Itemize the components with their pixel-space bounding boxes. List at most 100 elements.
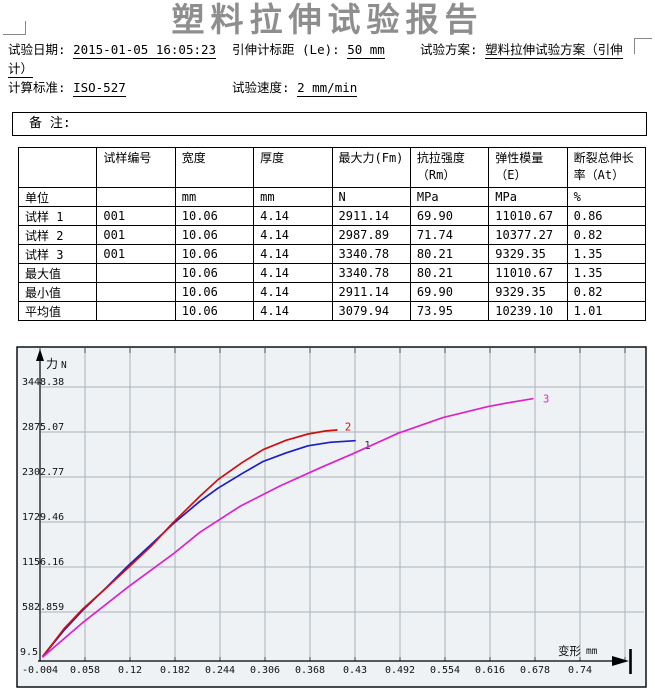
table-cell: 10.06 xyxy=(174,244,255,264)
table-cell: 3340.78 xyxy=(331,244,411,264)
table-header-cell: 最大力(Fm) xyxy=(331,147,411,188)
table-cell: MPa xyxy=(409,187,490,207)
table-cell: mm xyxy=(253,187,333,207)
field-value: 塑料拉伸试验方案（引伸 xyxy=(485,42,623,59)
table-cell: 001 xyxy=(96,206,176,226)
table-cell xyxy=(96,263,176,283)
crop-mark-right xyxy=(634,38,652,39)
x-axis-title: 变形 xyxy=(558,644,581,658)
curve-label-3: 3 xyxy=(543,394,549,406)
remark-label: 备 注: xyxy=(29,116,71,131)
table-cell: 10.06 xyxy=(174,301,255,321)
remark-box: 备 注: xyxy=(12,112,647,136)
table-row: 单位 mm mm N MPa MPa% xyxy=(17,187,647,207)
table-row: 试样 1 001 10.06 4.14 2911.14 69.90 11010.67 0.86 xyxy=(17,206,647,226)
table-row: 最大值 10.06 4.14 3340.78 80.21 11010.67 1.35 xyxy=(17,263,647,283)
table-cell: 试样 3 xyxy=(17,244,98,264)
table-header-cell: 断裂总伸长 率（At） xyxy=(566,147,647,188)
crop-mark-right xyxy=(634,38,635,54)
curve-label-2: 2 xyxy=(345,421,351,433)
y-tick-label: 2875.07 xyxy=(22,422,64,433)
field-gauge-length: 引伸计标距 (Le): 50 mm xyxy=(232,39,385,59)
y-tick-label: 2302.77 xyxy=(22,467,64,478)
y-axis-unit: N xyxy=(61,360,67,371)
field-standard: 计算标准: ISO-527 xyxy=(8,77,126,97)
table-cell: 最大值 xyxy=(17,263,98,283)
table-header-cell xyxy=(17,147,98,188)
x-tick-label: 0.182 xyxy=(160,665,190,676)
field-value: 计） xyxy=(8,61,34,78)
table-header-row: 试样编号 宽度 厚度 最大力(Fm) 抗拉强度 （Rm） 弹性模量 （E） 断裂总伸长 率（… xyxy=(17,147,647,188)
table-cell: % xyxy=(566,187,647,207)
x-axis-arrow-icon xyxy=(612,656,629,666)
table-cell: 10239.10 xyxy=(488,301,568,321)
table-cell: 0.82 xyxy=(566,282,647,302)
results-table: 试样编号 宽度 厚度 最大力(Fm) 抗拉强度 （Rm） 弹性模量 （E） 断裂总伸长 率（… xyxy=(17,147,647,321)
table-cell: 10.06 xyxy=(174,282,255,302)
table-row: 试样 2 001 10.06 4.14 2987.89 71.74 10377.27 0.82 xyxy=(17,225,647,245)
field-test-date: 试验日期: 2015-01-05 16:05:23 xyxy=(8,39,217,59)
table-cell: 2911.14 xyxy=(331,282,411,302)
x-tick-label: 0.43 xyxy=(343,665,367,676)
x-axis-unit: mm xyxy=(586,646,598,657)
table-cell: 4.14 xyxy=(253,282,333,302)
table-cell: 9329.35 xyxy=(488,282,568,302)
table-row: 最小值 10.06 4.14 2911.14 69.90 9329.35 0.82 xyxy=(17,282,647,302)
table-cell xyxy=(96,282,176,302)
table-cell: 10.06 xyxy=(174,206,255,226)
table-header-cell: 宽度 xyxy=(174,147,255,188)
table-cell: 1.35 xyxy=(566,244,647,264)
x-tick-label: 0.678 xyxy=(520,665,550,676)
y-axis-arrow-icon xyxy=(36,349,44,361)
table-header-cell: 抗拉强度 （Rm） xyxy=(409,147,490,188)
field-label: 计算标准: xyxy=(8,80,74,95)
field-label: 试验方案: xyxy=(420,42,486,57)
table-cell: 10.06 xyxy=(174,225,255,245)
x-tick-label: 0.554 xyxy=(430,665,460,676)
table-cell: 001 xyxy=(96,244,176,264)
table-cell: 1.01 xyxy=(566,301,647,321)
x-tick-label: 0.616 xyxy=(475,665,505,676)
x-tick-label: 0.74 xyxy=(568,665,592,676)
table-cell: 69.90 xyxy=(409,206,490,226)
table-cell: 3079.94 xyxy=(331,301,411,321)
field-value: ISO-527 xyxy=(73,80,126,97)
field-test-scheme: 试验方案: 塑料拉伸试验方案（引伸 xyxy=(420,39,623,59)
table-cell: 80.21 xyxy=(409,263,490,283)
crop-mark-left xyxy=(3,34,25,35)
table-cell: 2987.89 xyxy=(331,225,411,245)
table-cell: 69.90 xyxy=(409,282,490,302)
table-cell: 71.74 xyxy=(409,225,490,245)
table-cell xyxy=(96,301,176,321)
y-tick-label: 3448.38 xyxy=(22,377,64,388)
table-cell: 4.14 xyxy=(253,225,333,245)
table-cell: 80.21 xyxy=(409,244,490,264)
x-tick-label: 0.058 xyxy=(70,665,100,676)
table-cell: 最小值 xyxy=(17,282,98,302)
table-cell: 11010.67 xyxy=(488,206,568,226)
field-label: 试验日期: xyxy=(8,42,74,57)
table-cell: MPa xyxy=(488,187,568,207)
x-tick-label: 0.244 xyxy=(205,665,235,676)
table-row: 试样 3 001 10.06 4.14 3340.78 80.21 9329.35 1.35 xyxy=(17,244,647,264)
curve-label-1: 1 xyxy=(364,440,370,452)
table-cell: 0.86 xyxy=(566,206,647,226)
table-cell: 4.14 xyxy=(253,244,333,264)
y-axis-title: 力 xyxy=(46,357,58,371)
table-cell: 平均值 xyxy=(17,301,98,321)
table-cell: 0.82 xyxy=(566,225,647,245)
x-tick-label: 0.12 xyxy=(118,665,142,676)
crop-mark-left xyxy=(25,21,26,35)
table-cell: 2911.14 xyxy=(331,206,411,226)
x-tick-label: -0.004 xyxy=(22,665,58,676)
field-value: 2 mm/min xyxy=(297,80,358,97)
chart-frame xyxy=(16,346,647,688)
field-value: 50 mm xyxy=(347,42,385,59)
table-row: 平均值 10.06 4.14 3079.94 73.95 10239.10 1.01 xyxy=(17,301,647,321)
curve-sample-1 xyxy=(42,439,356,658)
y-tick-label: 9.5 xyxy=(20,647,38,658)
table-cell: 试样 1 xyxy=(17,206,98,226)
